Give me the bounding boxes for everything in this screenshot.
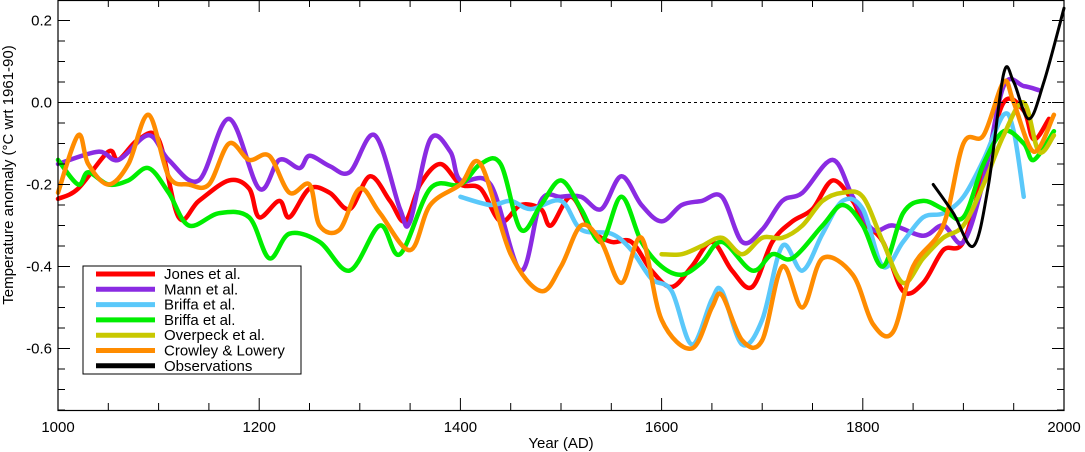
legend-label: Overpeck et al.	[164, 327, 265, 344]
y-tick-label: 0.0	[31, 95, 52, 112]
x-axis-label: Year (AD)	[528, 435, 593, 452]
series-line-3	[55, 128, 1057, 278]
legend-label: Crowley & Lowery	[164, 343, 285, 360]
series-line-4	[659, 100, 1057, 286]
axes-layer: 1000 1200 1400 1600 1800 2000 0.2 0.0 -0.2 -0.4 -0…	[26, 0, 1081, 436]
series-line-1	[55, 76, 1042, 273]
legend: Jones et al.Mann et al.Briffa et al.Brif…	[82, 265, 302, 375]
legend-label: Briffa et al.	[164, 312, 235, 329]
y-tick-label: 0.2	[31, 13, 52, 30]
legend-label: Jones et al.	[164, 266, 241, 283]
x-tick-label: 1400	[444, 419, 477, 436]
y-tick-label: -0.2	[26, 177, 52, 194]
series-line-6	[931, 6, 1066, 248]
series-layer	[55, 6, 1066, 351]
x-tick-label: 1200	[243, 419, 276, 436]
legend-label: Observations	[164, 358, 252, 375]
legend-label: Mann et al.	[164, 281, 238, 298]
x-tick-label: 1800	[846, 419, 879, 436]
y-tick-label: -0.6	[26, 341, 52, 358]
x-tick-label: 1000	[41, 419, 74, 436]
x-tick-label: 1600	[645, 419, 678, 436]
y-tick-label: -0.4	[26, 259, 52, 276]
y-axis-label: Temperature anomaly (°C wrt 1961-90)	[0, 45, 17, 304]
legend-label: Briffa et al.	[164, 297, 235, 314]
series-line-5	[55, 78, 1057, 351]
x-tick-label: 2000	[1047, 419, 1080, 436]
